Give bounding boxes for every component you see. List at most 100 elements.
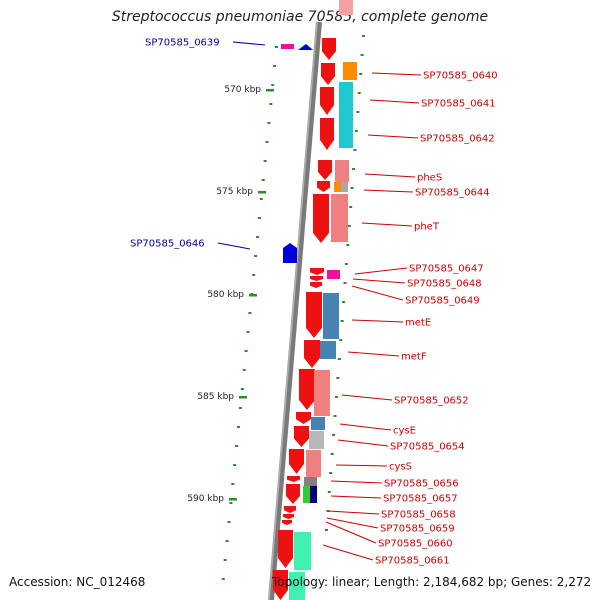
genome-backbone	[268, 21, 322, 600]
minor-tick	[352, 168, 356, 170]
minor-tick	[240, 388, 244, 390]
minor-tick	[340, 320, 344, 322]
function-bar	[289, 572, 305, 600]
function-bar	[341, 182, 348, 192]
function-color-bars	[289, 0, 357, 600]
function-bar	[335, 160, 349, 182]
function-bar	[327, 270, 340, 279]
minor-tick	[332, 434, 336, 436]
gene-arrow	[287, 476, 300, 482]
gene-label: SP70585_0658	[381, 510, 456, 521]
gene-arrow	[296, 412, 311, 424]
gene-arrow	[318, 160, 332, 180]
minor-tick	[246, 331, 250, 333]
gene-arrow	[304, 340, 320, 368]
minor-tick	[257, 217, 261, 219]
gene-label: SP70585_0660	[378, 539, 453, 550]
minor-tick	[359, 73, 363, 75]
minor-tick	[261, 179, 265, 181]
minor-tick	[326, 510, 330, 512]
leader-line	[352, 278, 406, 284]
minor-tick	[271, 84, 275, 86]
major-tick	[266, 89, 274, 92]
gene-arrow	[273, 570, 288, 600]
gene-arrow	[298, 44, 313, 50]
gene-label: SP70585_0639	[145, 38, 220, 49]
gene-label: SP70585_0648	[407, 279, 482, 290]
function-bar	[311, 417, 325, 430]
minor-tick	[333, 415, 337, 417]
gene-arrow	[299, 369, 315, 410]
minor-tick	[235, 445, 239, 447]
function-bar	[314, 370, 330, 416]
minor-tick	[254, 255, 258, 257]
major-tick	[249, 294, 257, 297]
map-title: Streptococcus pneumoniae 70585, complete…	[111, 9, 489, 25]
minor-tick	[336, 377, 340, 379]
leader-line	[322, 544, 374, 561]
gene-arrow	[281, 44, 294, 49]
topology-text: Topology: linear; Length: 2,184,682 bp; …	[272, 575, 592, 589]
leader-line	[351, 319, 404, 323]
gene-label: SP70585_0646	[130, 239, 205, 250]
gene-arrow	[284, 506, 296, 513]
minor-tick	[244, 350, 248, 352]
minor-tick	[233, 464, 237, 466]
minor-tick	[269, 103, 273, 105]
function-bar	[339, 0, 353, 15]
leader-line	[364, 173, 416, 178]
leader-line	[363, 189, 414, 193]
minor-tick	[350, 187, 354, 189]
function-bar	[331, 194, 348, 242]
gene-arrow	[289, 449, 304, 474]
minor-tick	[252, 274, 256, 276]
leader-line	[232, 41, 266, 46]
gene-arrow	[282, 520, 292, 525]
function-bar	[310, 486, 317, 503]
leader-line	[327, 510, 380, 515]
minor-tick	[343, 282, 347, 284]
minor-tick	[223, 559, 227, 561]
gene-labels: SP70585_0639 SP70585_0640 SP70585_0641 SP70…	[130, 38, 498, 567]
gene-label: SP70585_0644	[415, 188, 490, 199]
minor-tick	[344, 263, 348, 265]
function-bar	[304, 477, 317, 486]
gene-arrow	[283, 514, 294, 519]
tick-label: 585 kbp	[197, 392, 234, 402]
leader-line	[337, 439, 389, 447]
minor-tick	[231, 483, 235, 485]
gene-label: SP70585_0640	[423, 71, 498, 82]
minor-tick	[229, 502, 233, 504]
minor-tick	[356, 111, 360, 113]
minor-tick	[339, 339, 343, 341]
gene-arrow	[322, 38, 336, 60]
accession-text: Accession: NC_012468	[9, 575, 146, 589]
gene-label: SP70585_0649	[405, 296, 480, 307]
gene-label: SP70585_0642	[420, 134, 495, 145]
minor-tick	[275, 46, 278, 48]
minor-tick	[334, 396, 338, 398]
leader-line	[361, 222, 413, 227]
minor-tick	[259, 198, 263, 200]
backbone-line	[268, 21, 322, 600]
tick-label: 570 kbp	[224, 85, 261, 95]
minor-tick	[349, 206, 353, 208]
leader-line	[326, 517, 379, 529]
leader-line	[217, 242, 251, 250]
function-bar	[303, 486, 310, 503]
minor-tick	[248, 312, 252, 314]
gene-arrow	[286, 484, 300, 504]
major-tick	[239, 396, 247, 399]
minor-tick	[330, 453, 334, 455]
leader-line	[330, 495, 382, 499]
minor-tick	[227, 521, 231, 523]
minor-tick	[357, 92, 361, 94]
function-bar	[339, 82, 353, 148]
gene-arrow	[320, 118, 334, 150]
function-bar	[323, 293, 339, 339]
gene-features	[273, 38, 336, 600]
minor-tick	[221, 578, 225, 580]
function-bar	[334, 182, 341, 192]
